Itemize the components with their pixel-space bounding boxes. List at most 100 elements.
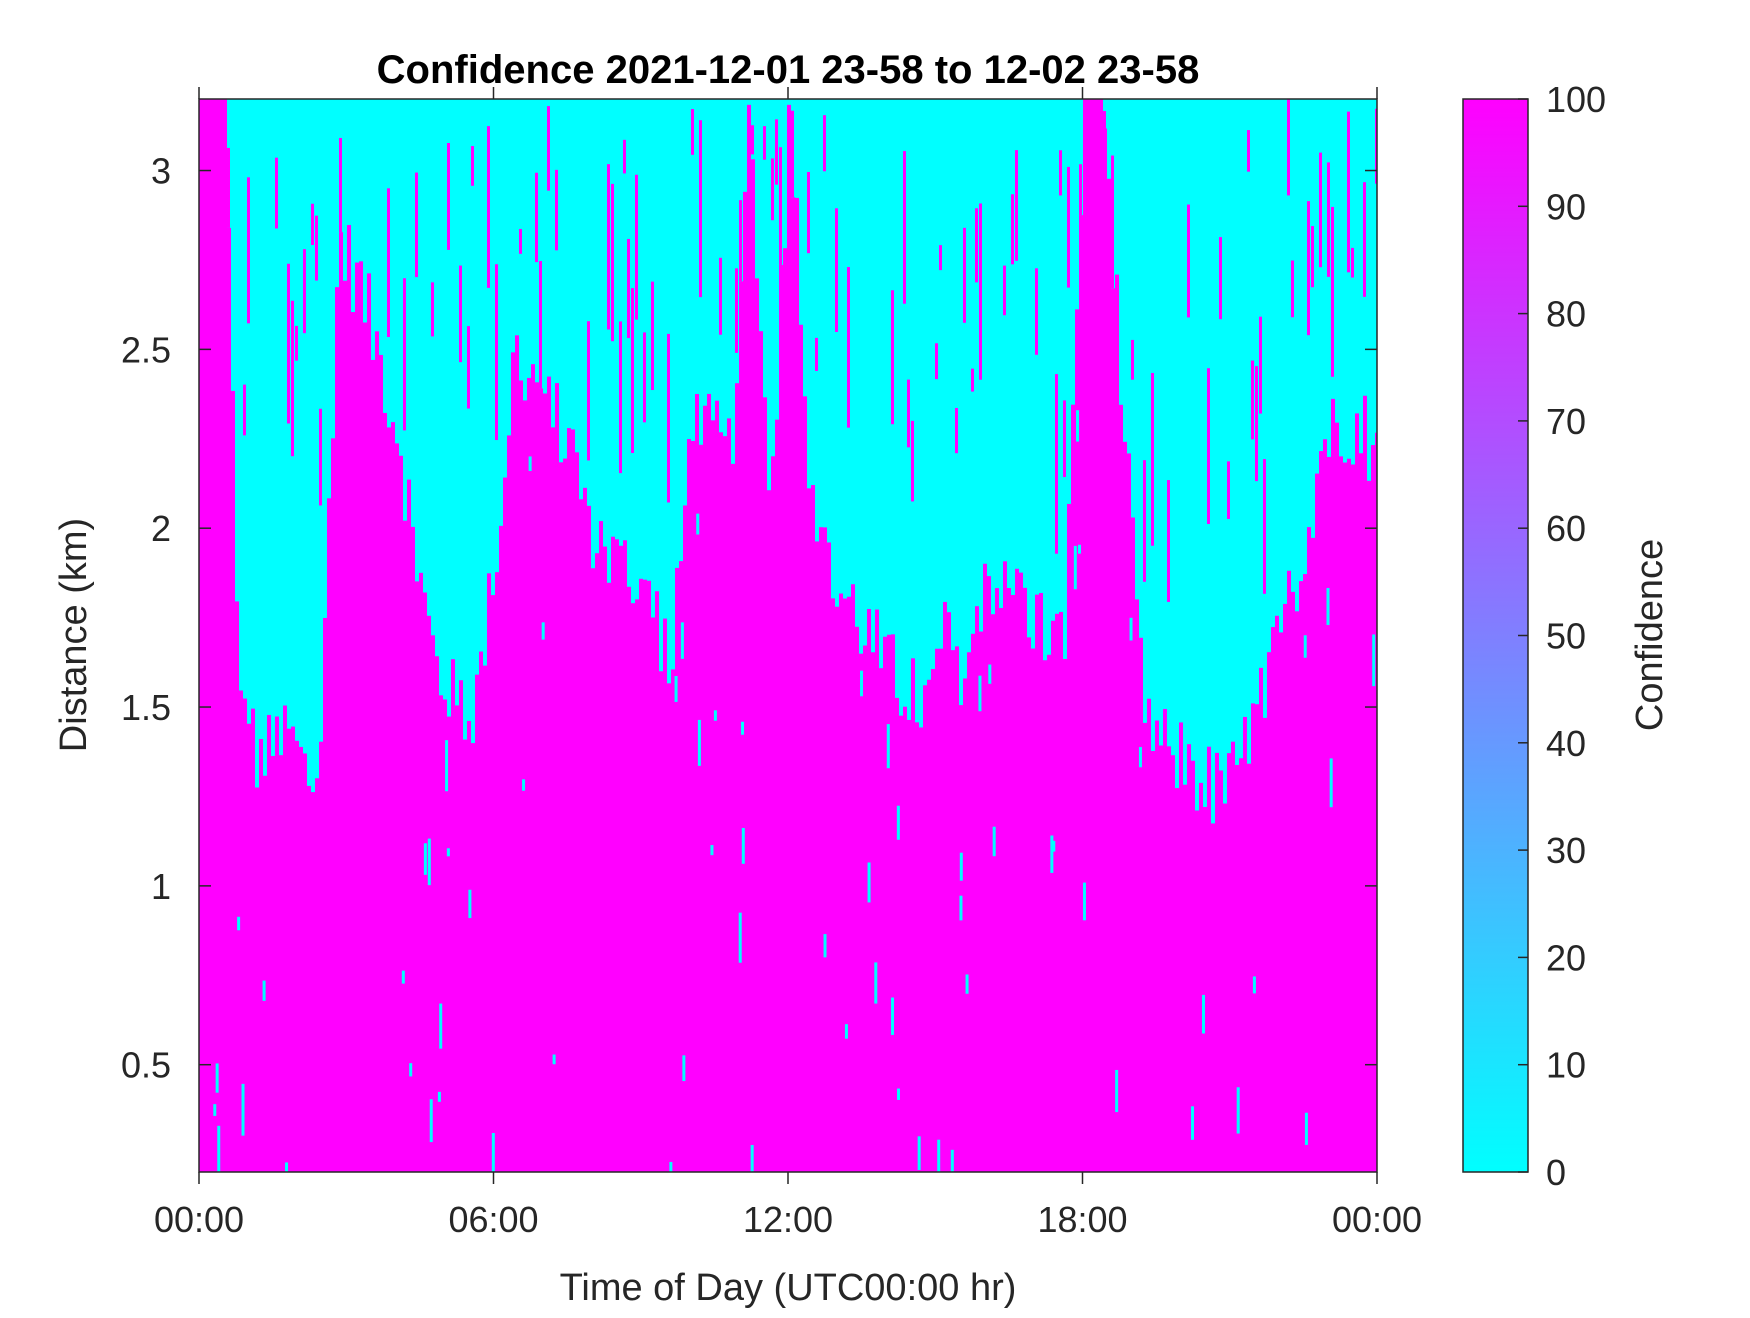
low-confidence-column [463,99,467,740]
low-confidence-column [919,99,923,728]
low-confidence-column [1059,99,1063,612]
low-confidence-column [1263,99,1267,718]
low-confidence-column [951,99,955,651]
low-confidence-column [1075,99,1079,310]
low-confidence-column [1335,99,1339,423]
low-confidence-column [335,99,339,288]
low-confidence-column [275,99,279,717]
low-confidence-column [1275,99,1279,616]
low-confidence-column [1023,99,1027,588]
low-confidence-column [1063,99,1067,660]
high-confidence-streak [275,157,278,229]
high-confidence-streak [1059,150,1062,196]
low-confidence-column [1195,99,1199,811]
low-confidence-column [1287,99,1291,571]
low-confidence-column [1139,99,1143,638]
low-confidence-region [213,99,1377,1172]
low-confidence-speck [896,805,900,840]
low-confidence-speck [741,827,745,864]
high-confidence-streak [975,208,978,283]
low-confidence-column [1299,99,1303,582]
low-confidence-speck [445,740,449,792]
colorbar-tick-label: 0 [1546,1152,1566,1193]
low-confidence-speck [1129,617,1133,641]
high-confidence-streak [415,172,418,278]
high-confidence-streak [775,119,778,185]
low-confidence-column [1203,99,1207,807]
low-confidence-column [483,99,487,666]
low-confidence-speck [429,1099,433,1143]
low-confidence-column [711,99,715,421]
low-confidence-column [1007,99,1011,588]
low-confidence-column [827,99,831,543]
low-confidence-speck [541,622,545,640]
low-confidence-column [591,99,595,569]
colorbar-tick-label: 20 [1546,937,1586,978]
low-confidence-column [435,99,439,657]
low-confidence-column [383,99,387,413]
low-confidence-column [563,99,567,459]
high-confidence-streak [555,169,558,251]
low-confidence-column [915,99,919,723]
low-confidence-speck [950,1149,954,1172]
low-confidence-column [1067,99,1071,504]
low-confidence-column [359,99,363,262]
low-confidence-column [1019,99,1023,573]
y-tick-label: 1 [151,866,171,907]
low-confidence-column [1343,99,1347,463]
high-confidence-streak [1003,265,1006,316]
high-confidence-streak [1055,374,1058,554]
high-confidence-streak [1327,162,1330,277]
high-confidence-streak [791,110,794,198]
low-confidence-speck [988,664,992,684]
high-confidence-streak [587,321,590,461]
low-confidence-column [943,99,947,602]
high-confidence-streak [719,257,722,335]
low-confidence-column [999,99,1003,608]
low-confidence-column [431,99,435,636]
low-confidence-column [671,99,675,670]
low-confidence-column [1219,99,1223,771]
high-confidence-streak [651,281,654,391]
x-axis-label: Time of Day (UTC00:00 hr) [560,1267,1017,1309]
low-confidence-column [547,99,551,377]
low-confidence-column [987,99,991,577]
x-tick-label: 00:00 [1332,1199,1422,1240]
low-confidence-column [767,99,771,491]
low-confidence-column [1175,99,1179,789]
low-confidence-column [443,99,447,700]
low-confidence-speck [1201,994,1205,1034]
low-confidence-column [703,99,707,406]
high-confidence-streak [303,249,306,334]
low-confidence-column [1271,99,1275,628]
high-confidence-streak [1247,130,1250,172]
low-confidence-column [755,99,759,279]
low-confidence-column [1031,99,1035,649]
low-confidence-speck [896,1088,900,1100]
high-confidence-streak [631,288,634,454]
low-confidence-column [323,99,327,618]
low-confidence-column [947,99,951,613]
low-confidence-column [775,99,779,420]
low-confidence-column [1359,99,1363,454]
low-confidence-column [971,99,975,634]
low-confidence-speck [285,1162,289,1172]
low-confidence-column [1131,99,1135,518]
high-confidence-streak [495,264,498,441]
high-confidence-streak [643,332,646,423]
low-confidence-column [1291,99,1295,592]
low-confidence-column [995,99,999,589]
low-confidence-column [391,99,395,423]
low-confidence-column [255,99,259,788]
low-confidence-column [663,99,667,619]
low-confidence-column [1079,99,1083,216]
low-confidence-column [1375,99,1377,433]
high-confidence-streak [607,164,610,330]
high-confidence-streak [847,267,850,428]
low-confidence-column [867,99,871,610]
low-confidence-column [1355,99,1359,414]
low-confidence-speck [750,1144,754,1172]
high-confidence-streak [243,384,246,436]
low-confidence-column [1147,99,1151,699]
